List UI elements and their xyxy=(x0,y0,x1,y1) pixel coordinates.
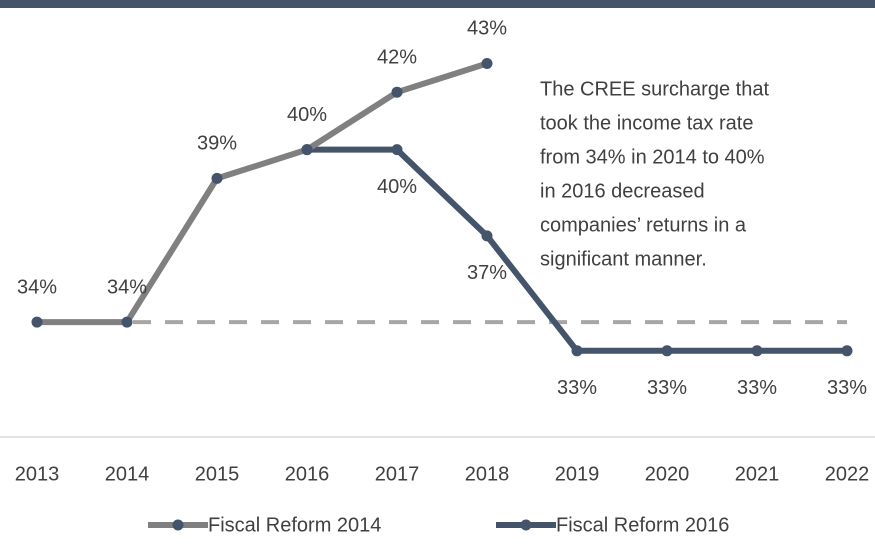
x-tick-label: 2019 xyxy=(555,463,600,485)
legend-marker xyxy=(172,519,184,531)
data-label: 33% xyxy=(557,377,597,399)
annotation: The CREE surcharge that xyxy=(540,78,769,100)
legend-label: Fiscal Reform 2014 xyxy=(208,514,381,536)
legend-label: Fiscal Reform 2016 xyxy=(556,514,729,536)
x-tick-label: 2021 xyxy=(735,463,780,485)
legend-marker xyxy=(520,519,532,531)
x-tick-label: 2014 xyxy=(105,463,150,485)
annotation: significant manner. xyxy=(540,248,707,270)
data-label: 33% xyxy=(827,377,867,399)
x-tick-label: 2018 xyxy=(465,463,510,485)
annotation: in 2016 decreased xyxy=(540,180,705,202)
marker xyxy=(571,345,583,357)
data-label: 34% xyxy=(107,276,147,298)
x-tick-label: 2015 xyxy=(195,463,240,485)
top-bar xyxy=(0,0,875,8)
marker xyxy=(391,144,403,156)
marker xyxy=(211,172,223,184)
marker xyxy=(661,345,673,357)
x-tick-label: 2022 xyxy=(825,463,870,485)
marker xyxy=(121,316,133,328)
x-tick-label: 2017 xyxy=(375,463,420,485)
data-label: 40% xyxy=(377,176,417,198)
data-label: 33% xyxy=(647,377,687,399)
marker xyxy=(481,230,493,242)
x-tick-label: 2016 xyxy=(285,463,330,485)
series-line xyxy=(37,60,488,326)
x-tick-label: 2013 xyxy=(15,463,60,485)
data-label: 40% xyxy=(287,104,327,126)
data-label: 43% xyxy=(467,18,507,40)
data-label: 34% xyxy=(17,276,57,298)
marker xyxy=(751,345,763,357)
x-tick-label: 2020 xyxy=(645,463,690,485)
annotation: took the income tax rate xyxy=(540,112,753,134)
marker xyxy=(391,86,403,98)
marker xyxy=(481,57,493,69)
annotation: companies’ returns in a xyxy=(540,214,747,236)
data-label: 33% xyxy=(737,377,777,399)
marker xyxy=(301,144,313,156)
data-label: 42% xyxy=(377,46,417,68)
data-label: 39% xyxy=(197,133,237,155)
marker xyxy=(31,316,43,328)
data-label: 37% xyxy=(467,262,507,284)
annotation: from 34% in 2014 to 40% xyxy=(540,146,765,168)
marker xyxy=(841,345,853,357)
